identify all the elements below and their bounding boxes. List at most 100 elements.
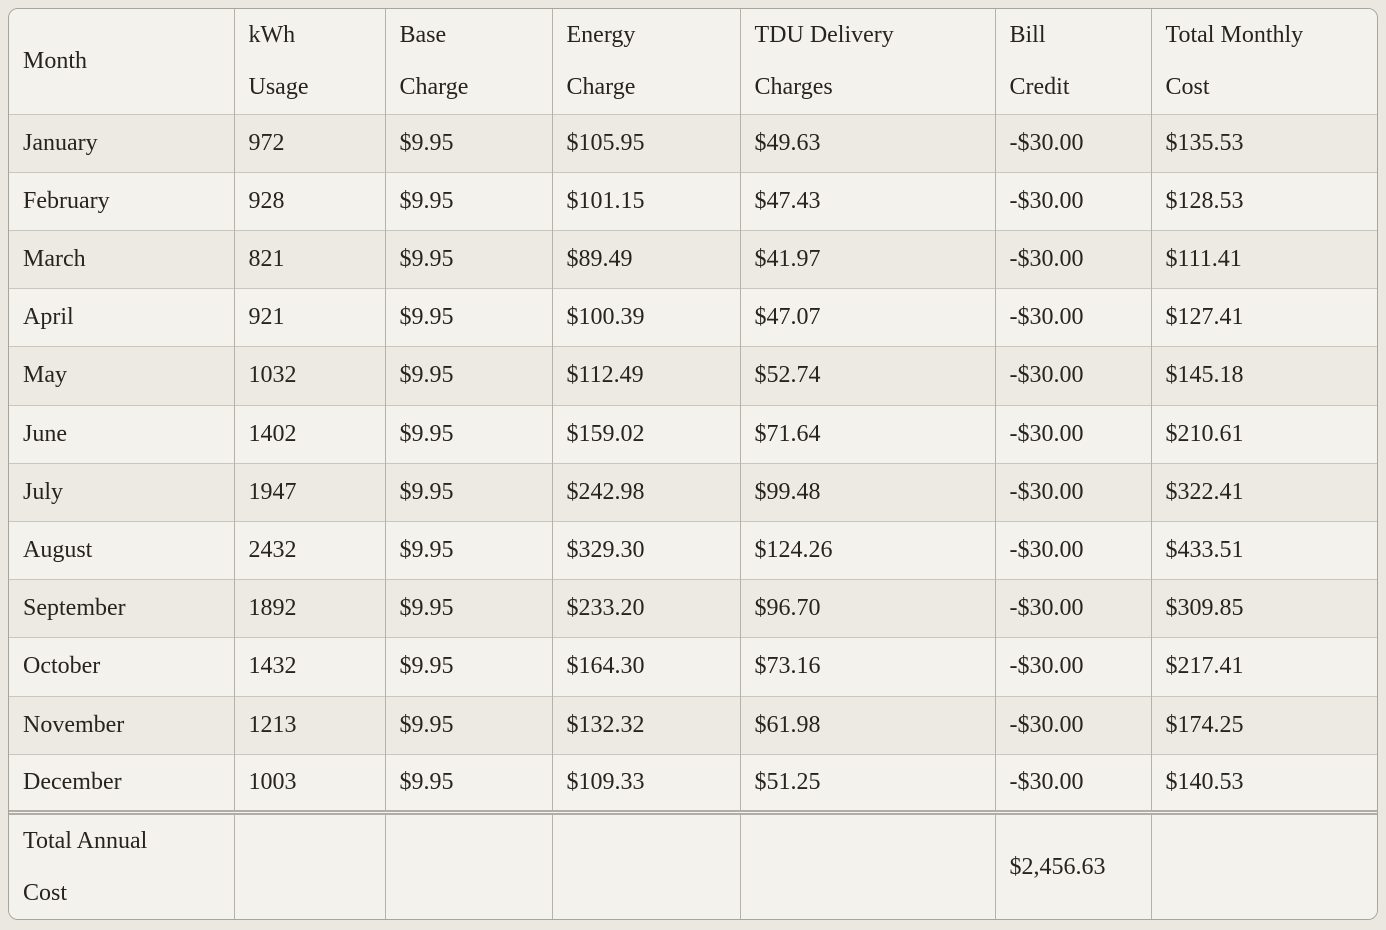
table-row: December 1003 $9.95 $109.33 $51.25 -$30.… (9, 753, 1377, 813)
column-header-total-monthly-cost: Total Monthly Cost (1151, 9, 1377, 114)
cell-energy-charge: $164.30 (552, 637, 741, 697)
cell-total-monthly-cost: $111.41 (1151, 229, 1377, 289)
cell-tdu-delivery-charges: $51.25 (740, 753, 996, 813)
cell-kwh-usage: 1947 (234, 462, 386, 522)
cell-month: October (9, 637, 235, 697)
cell-base-charge: $9.95 (385, 229, 553, 289)
table-row: April 921 $9.95 $100.39 $47.07 -$30.00 $… (9, 288, 1377, 347)
cell-tdu-delivery-charges: $47.07 (740, 288, 996, 347)
cell-energy-charge: $242.98 (552, 462, 741, 522)
cell-tdu-delivery-charges: $124.26 (740, 520, 996, 580)
table-footer: Total Annual Cost $2,456.63 (9, 810, 1377, 919)
cell-base-charge: $9.95 (385, 113, 553, 173)
header-label: Total Monthly (1165, 22, 1304, 49)
cell-base-charge: $9.95 (385, 171, 553, 231)
cell-total-monthly-cost: $309.85 (1151, 579, 1377, 638)
monthly-cost-table: Month kWh Usage Base Charge Energy Charg… (9, 9, 1377, 919)
monthly-cost-table-card: Month kWh Usage Base Charge Energy Charg… (8, 8, 1378, 920)
cell-kwh-usage: 928 (234, 171, 386, 231)
cell-total-monthly-cost: $145.18 (1151, 346, 1377, 406)
cell-bill-credit: -$30.00 (995, 462, 1152, 522)
cell-energy-charge: $109.33 (552, 753, 741, 813)
table-row: November 1213 $9.95 $132.32 $61.98 -$30.… (9, 695, 1377, 755)
cell-kwh-usage: 1213 (234, 695, 386, 755)
annual-total-value: $2,456.63 (995, 810, 1152, 919)
cell-kwh-usage: 1402 (234, 404, 386, 464)
header-label: Base (399, 22, 447, 49)
cell-energy-charge: $233.20 (552, 579, 741, 638)
cell-bill-credit: -$30.00 (995, 753, 1152, 813)
cell-bill-credit: -$30.00 (995, 346, 1152, 406)
cell-month: May (9, 346, 235, 406)
table-body: January 972 $9.95 $105.95 $49.63 -$30.00… (9, 113, 1377, 813)
cell-base-charge: $9.95 (385, 288, 553, 347)
cell-energy-charge: $132.32 (552, 695, 741, 755)
cell-base-charge: $9.95 (385, 462, 553, 522)
cell-energy-charge: $105.95 (552, 113, 741, 173)
cell-energy-charge: $101.15 (552, 171, 741, 231)
footer-row: Total Annual Cost $2,456.63 (9, 810, 1377, 919)
cell-kwh-usage: 1892 (234, 579, 386, 638)
header-label: Month (23, 48, 88, 75)
table-row: March 821 $9.95 $89.49 $41.97 -$30.00 $1… (9, 229, 1377, 289)
cell-base-charge: $9.95 (385, 404, 553, 464)
cell-energy-charge: $159.02 (552, 404, 741, 464)
cell-bill-credit: -$30.00 (995, 637, 1152, 697)
cell-total-monthly-cost: $135.53 (1151, 113, 1377, 173)
header-label: Charge (399, 74, 469, 101)
column-header-energy-charge: Energy Charge (552, 9, 741, 114)
cell-base-charge: $9.95 (385, 753, 553, 813)
table-row: September 1892 $9.95 $233.20 $96.70 -$30… (9, 579, 1377, 638)
cell-kwh-usage: 972 (234, 113, 386, 173)
header-label: Credit (1009, 74, 1070, 101)
cell-bill-credit: -$30.00 (995, 171, 1152, 231)
cell-base-charge: $9.95 (385, 637, 553, 697)
header-label: kWh (248, 22, 296, 49)
header-label: Cost (1165, 74, 1210, 101)
cell-kwh-usage: 1432 (234, 637, 386, 697)
cell-month: June (9, 404, 235, 464)
column-header-base-charge: Base Charge (385, 9, 553, 114)
footer-label-line: Cost (23, 880, 68, 906)
total-annual-cost-label: Total Annual Cost (9, 810, 235, 919)
column-header-bill-credit: Bill Credit (995, 9, 1152, 114)
footer-label-line: Total Annual (23, 828, 148, 854)
cell-tdu-delivery-charges: $47.43 (740, 171, 996, 231)
table-row: August 2432 $9.95 $329.30 $124.26 -$30.0… (9, 520, 1377, 580)
cell-bill-credit: -$30.00 (995, 404, 1152, 464)
cell-kwh-usage: 1032 (234, 346, 386, 406)
header-label: Usage (248, 74, 309, 101)
table-row: June 1402 $9.95 $159.02 $71.64 -$30.00 $… (9, 404, 1377, 464)
cell-tdu-delivery-charges: $41.97 (740, 229, 996, 289)
cell-bill-credit: -$30.00 (995, 579, 1152, 638)
cell-total-monthly-cost: $217.41 (1151, 637, 1377, 697)
header-label: Energy (566, 22, 636, 49)
cell-month: December (9, 753, 235, 813)
header-label: Charge (566, 74, 636, 101)
column-header-kwh-usage: kWh Usage (234, 9, 386, 114)
cell-kwh-usage: 1003 (234, 753, 386, 813)
cell-tdu-delivery-charges: $71.64 (740, 404, 996, 464)
cell-energy-charge: $329.30 (552, 520, 741, 580)
cell-energy-charge: $112.49 (552, 346, 741, 406)
column-header-tdu-delivery-charges: TDU Delivery Charges (740, 9, 996, 114)
cell-total-monthly-cost: $128.53 (1151, 171, 1377, 231)
header-label: TDU Delivery (754, 22, 894, 49)
cell-bill-credit: -$30.00 (995, 695, 1152, 755)
cell-month: February (9, 171, 235, 231)
cell-tdu-delivery-charges: $73.16 (740, 637, 996, 697)
cell-bill-credit: -$30.00 (995, 288, 1152, 347)
cell-tdu-delivery-charges: $99.48 (740, 462, 996, 522)
cell-base-charge: $9.95 (385, 579, 553, 638)
cell-total-monthly-cost: $140.53 (1151, 753, 1377, 813)
cell-bill-credit: -$30.00 (995, 113, 1152, 173)
table-row: July 1947 $9.95 $242.98 $99.48 -$30.00 $… (9, 462, 1377, 522)
cell-base-charge: $9.95 (385, 520, 553, 580)
cell-total-monthly-cost: $433.51 (1151, 520, 1377, 580)
cell-tdu-delivery-charges: $52.74 (740, 346, 996, 406)
header-label: Bill (1009, 22, 1046, 49)
cell-month: September (9, 579, 235, 638)
header-label: Charges (754, 74, 833, 101)
footer-empty-cell (552, 810, 741, 919)
cell-month: August (9, 520, 235, 580)
